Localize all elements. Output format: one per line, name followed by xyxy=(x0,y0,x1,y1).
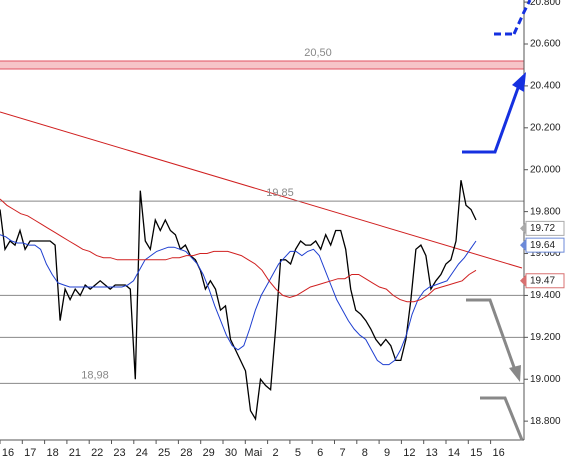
price-flag-label: 19.47 xyxy=(530,275,555,286)
y-tick-label: 20.000 xyxy=(530,164,561,175)
level-band xyxy=(0,60,524,69)
y-tick-label: 19.800 xyxy=(530,206,561,217)
x-tick-label: 21 xyxy=(69,447,81,459)
price-flag-label: 19.72 xyxy=(530,223,555,234)
x-tick-label: 15 xyxy=(470,447,482,459)
x-tick-label: 29 xyxy=(203,447,215,459)
level-label: 19,85 xyxy=(266,187,294,199)
y-tick-label: 20.200 xyxy=(530,122,561,133)
arrow-head xyxy=(512,72,526,92)
blue-dash xyxy=(512,0,532,35)
y-tick-label: 20.400 xyxy=(530,81,561,92)
arrow-head xyxy=(509,365,521,382)
y-tick-label: 20.800 xyxy=(530,0,561,8)
x-tick-label: 12 xyxy=(403,447,415,459)
level-label: 20,50 xyxy=(304,47,332,59)
x-tick-label: 2 xyxy=(273,447,279,459)
y-tick-label: 20.600 xyxy=(530,39,561,50)
x-tick-label: 6 xyxy=(317,447,323,459)
x-tick-label: 18 xyxy=(46,447,58,459)
flag-pointer xyxy=(520,222,526,235)
x-tick-label: 16 xyxy=(492,447,504,459)
x-tick-label: 13 xyxy=(426,447,438,459)
x-tick-label: 17 xyxy=(24,447,36,459)
y-tick-label: 19.200 xyxy=(530,332,561,343)
y-tick-label: 19.600 xyxy=(530,248,561,259)
y-tick-label: 18.800 xyxy=(530,416,561,427)
x-tick-label: Mai xyxy=(244,447,262,459)
series-line xyxy=(0,180,477,421)
x-tick-label: 23 xyxy=(113,447,125,459)
x-tick-label: 30 xyxy=(225,447,237,459)
x-tick-label: 9 xyxy=(384,447,390,459)
x-tick-label: 14 xyxy=(448,447,460,459)
x-tick-label: 25 xyxy=(158,447,170,459)
y-tick-label: 19.000 xyxy=(530,374,561,385)
trend-line xyxy=(0,111,523,269)
flag-pointer xyxy=(520,274,526,287)
gray-arrow xyxy=(480,396,524,441)
x-tick-label: 8 xyxy=(362,447,368,459)
x-tick-label: 5 xyxy=(295,447,301,459)
x-tick-label: 7 xyxy=(339,447,345,459)
flag-pointer xyxy=(520,239,526,252)
price-flag-label: 19.64 xyxy=(530,240,555,251)
gray-arrow xyxy=(466,298,517,371)
y-tick-label: 19.400 xyxy=(530,290,561,301)
level-label: 18,98 xyxy=(81,369,109,381)
series-line xyxy=(0,198,477,303)
x-tick-label: 28 xyxy=(180,447,192,459)
x-tick-label: 24 xyxy=(136,447,148,459)
x-tick-label: 16 xyxy=(2,447,14,459)
x-tick-label: 22 xyxy=(91,447,103,459)
blue-arrow xyxy=(462,87,520,154)
series-line xyxy=(0,234,477,366)
plot-area xyxy=(0,60,524,421)
